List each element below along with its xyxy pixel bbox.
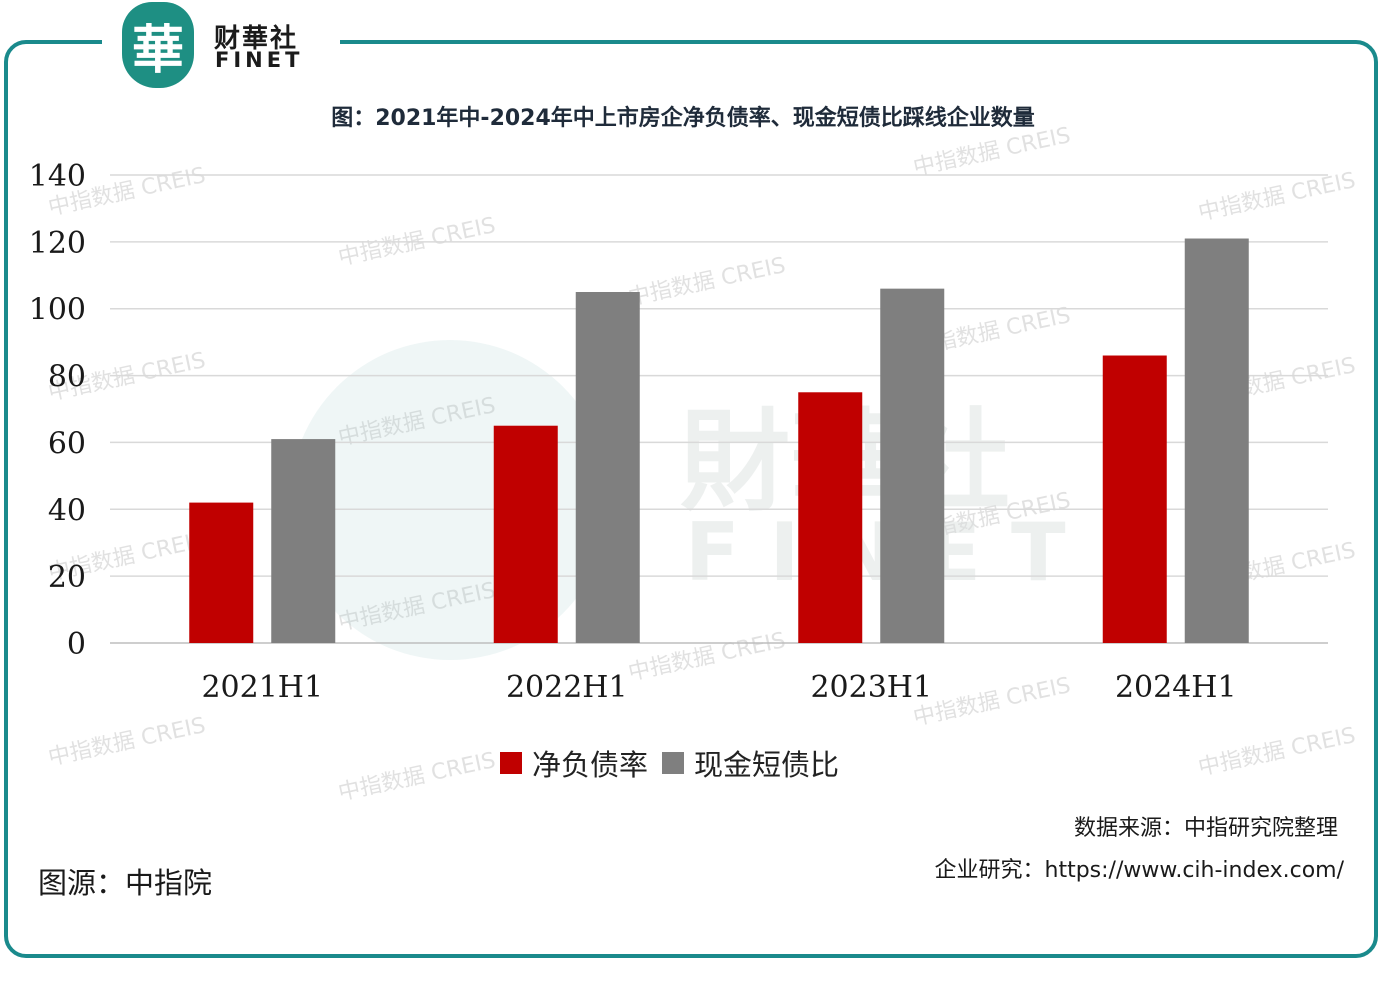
y-tick-label: 20	[48, 560, 86, 595]
watermark-text: 中指数据 CREIS	[911, 673, 1073, 731]
legend-swatch-cash-short-debt-ratio	[662, 752, 685, 774]
brand-logo: 華 财華社 FINET	[102, 0, 340, 92]
bar-cash-short-debt-ratio-2023H1	[880, 288, 945, 643]
watermark-text: 中指数据 CREIS	[1196, 723, 1358, 781]
y-tick-label: 60	[48, 426, 86, 461]
bar-net-debt-ratio-2023H1	[798, 392, 863, 643]
bar-net-debt-ratio-2022H1	[493, 425, 558, 643]
watermark-text: 中指数据 CREIS	[46, 713, 208, 771]
brand-name-en: FINET	[215, 48, 304, 72]
y-tick-label: 40	[48, 493, 86, 528]
watermark-text: 中指数据 CREIS	[1196, 168, 1358, 226]
image-source-note: 图源：中指院	[38, 866, 213, 900]
bar-cash-short-debt-ratio-2024H1	[1184, 238, 1249, 643]
legend-swatch-net-debt-ratio	[500, 752, 522, 774]
legend-label-cash-short-debt-ratio: 现金短债比	[694, 748, 840, 782]
bar-net-debt-ratio-2021H1	[189, 502, 254, 643]
bars	[189, 238, 1249, 643]
bar-cash-short-debt-ratio-2022H1	[575, 292, 640, 643]
watermark-logo-mark	[290, 340, 610, 660]
y-tick-label: 100	[29, 293, 86, 328]
x-tick-label: 2024H1	[1115, 670, 1237, 705]
y-tick-label: 0	[67, 627, 86, 662]
watermark-text: 中指数据 CREIS	[626, 253, 788, 311]
watermark-text: 中指数据 CREIS	[336, 748, 498, 806]
data-source-note: 数据来源：中指研究院整理	[1073, 816, 1338, 841]
x-tick-label: 2022H1	[506, 670, 628, 705]
y-tick-label: 80	[48, 360, 86, 395]
x-tick-label: 2023H1	[810, 670, 932, 705]
brand-name-cn: 财華社	[214, 24, 299, 54]
y-tick-label: 140	[29, 159, 86, 194]
x-tick-label: 2021H1	[201, 670, 323, 705]
chart-title: 图：2021年中-2024年中上市房企净负债率、现金短债比踩线企业数量	[331, 106, 1035, 131]
chart-legend: 净负债率 现金短债比	[500, 743, 853, 783]
legend-item-cash-short-debt-ratio: 现金短债比	[662, 742, 839, 784]
bar-cash-short-debt-ratio-2021H1	[271, 439, 336, 643]
brand-logo-mark: 華	[122, 2, 194, 88]
axis-ticks: 0 20 40 60 80 100 120 140 2021H1 2022H1 2023H1 2024…	[29, 159, 1237, 705]
legend-item-net-debt-ratio: 净负债率	[500, 742, 648, 784]
bar-net-debt-ratio-2024H1	[1102, 355, 1167, 643]
research-link-note[interactable]: 企业研究：https://www.cih-index.com/	[934, 858, 1344, 883]
watermark-text: 中指数据 CREIS	[911, 123, 1073, 181]
y-tick-label: 120	[29, 226, 86, 261]
legend-label-net-debt-ratio: 净负债率	[532, 748, 649, 782]
watermark-center-en: FINET	[685, 506, 1096, 599]
watermark-text: 中指数据 CREIS	[626, 628, 788, 686]
